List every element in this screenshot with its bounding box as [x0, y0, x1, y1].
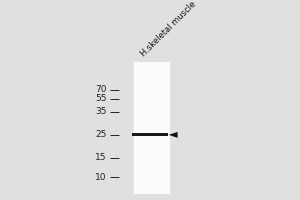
Polygon shape: [169, 132, 178, 138]
Text: 15: 15: [95, 153, 106, 162]
Text: H.skeletal muscle: H.skeletal muscle: [139, 0, 198, 59]
Bar: [132, 133, 168, 136]
Text: 10: 10: [95, 173, 106, 182]
Text: 25: 25: [95, 130, 106, 139]
Text: 70: 70: [95, 85, 106, 94]
Text: 35: 35: [95, 107, 106, 116]
Bar: [130, 62, 170, 194]
Bar: [130, 62, 134, 194]
Text: 55: 55: [95, 94, 106, 103]
